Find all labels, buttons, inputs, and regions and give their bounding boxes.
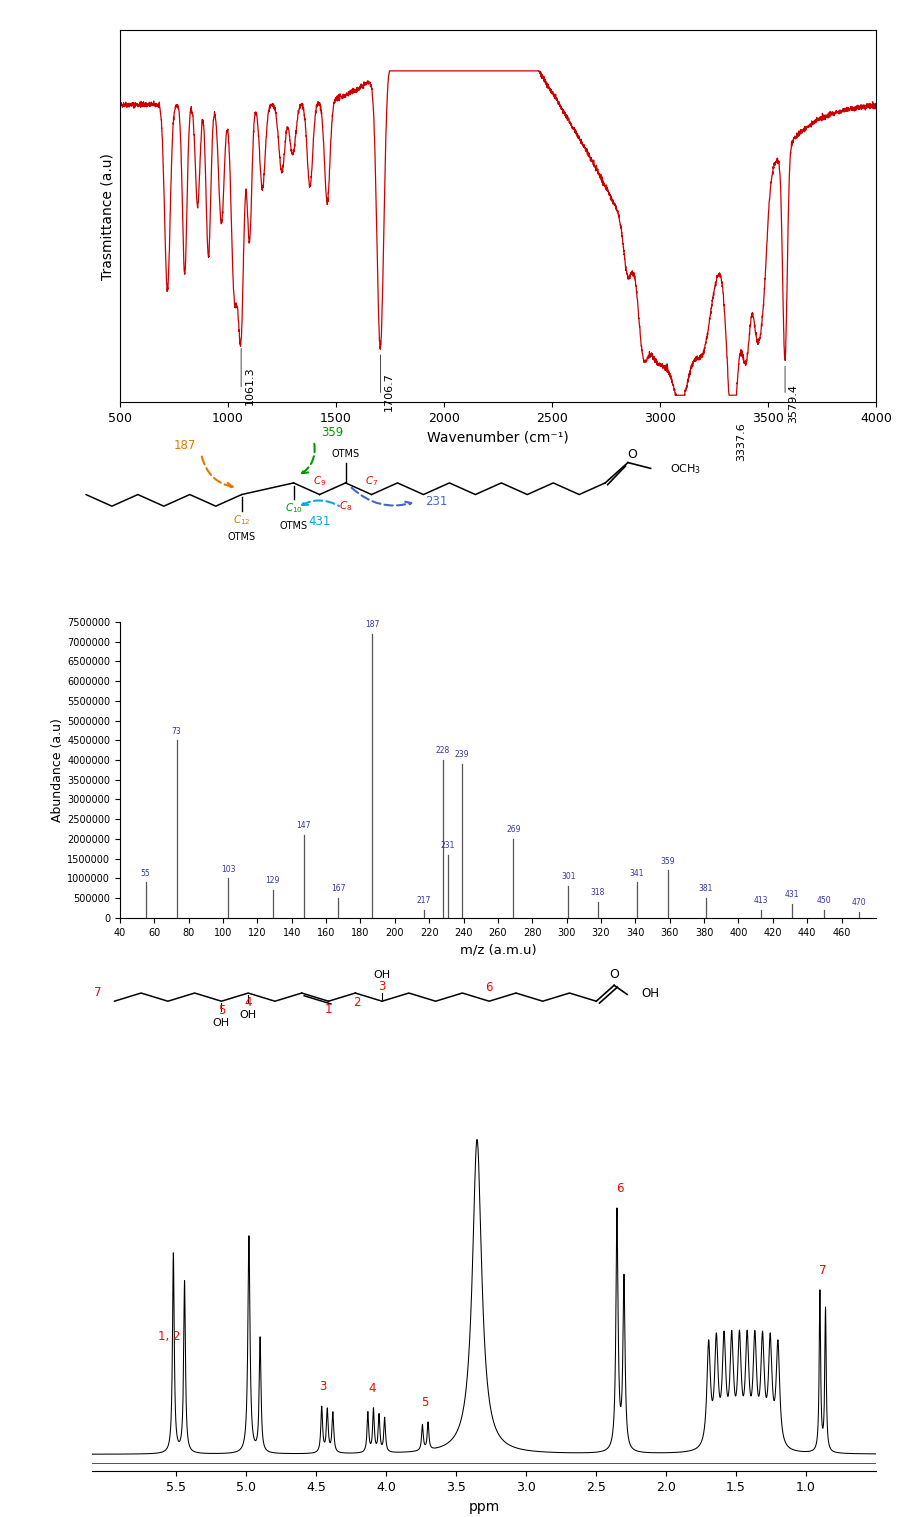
Text: $C_{10}$: $C_{10}$ (285, 502, 302, 516)
Text: 3337.6: 3337.6 (736, 422, 746, 461)
Text: 7: 7 (819, 1264, 826, 1277)
Text: 2: 2 (353, 995, 361, 1009)
Text: 3579.4: 3579.4 (788, 384, 798, 423)
Text: OH: OH (213, 1018, 230, 1029)
Text: 269: 269 (506, 825, 521, 834)
Text: 217: 217 (417, 897, 431, 906)
Text: 470: 470 (851, 898, 866, 907)
Text: 7: 7 (94, 986, 101, 998)
Text: 187: 187 (173, 440, 196, 452)
Text: 359: 359 (661, 857, 675, 866)
Text: 301: 301 (561, 872, 575, 881)
Text: 359: 359 (322, 426, 344, 440)
Text: 239: 239 (455, 751, 469, 758)
Text: 4: 4 (244, 995, 252, 1009)
Text: 55: 55 (141, 869, 150, 877)
Y-axis label: Trasmittance (a.u): Trasmittance (a.u) (100, 153, 114, 279)
X-axis label: Wavenumber (cm⁻¹): Wavenumber (cm⁻¹) (427, 431, 569, 444)
Text: 3: 3 (378, 980, 385, 992)
Text: 5: 5 (218, 1004, 225, 1016)
Text: OH: OH (641, 986, 659, 1000)
Text: 6: 6 (485, 981, 493, 994)
Text: 318: 318 (590, 889, 605, 897)
Text: 187: 187 (365, 620, 380, 630)
Text: $C_9$: $C_9$ (313, 473, 326, 487)
Text: OTMS: OTMS (279, 520, 308, 531)
Text: 341: 341 (630, 869, 644, 877)
Text: 431: 431 (309, 514, 331, 528)
Text: 103: 103 (221, 865, 235, 874)
Text: 147: 147 (297, 821, 311, 830)
Y-axis label: Abundance (a.u): Abundance (a.u) (52, 718, 65, 822)
Text: O: O (627, 448, 637, 461)
Text: 381: 381 (699, 884, 713, 894)
Text: 431: 431 (785, 890, 799, 900)
Text: 1, 2: 1, 2 (158, 1330, 181, 1343)
Text: 4: 4 (369, 1382, 376, 1396)
Text: 73: 73 (171, 727, 182, 736)
Text: 231: 231 (425, 495, 447, 508)
Text: 228: 228 (436, 746, 450, 755)
Text: 129: 129 (266, 877, 280, 886)
Text: 3: 3 (319, 1380, 326, 1394)
Text: $C_7$: $C_7$ (365, 473, 378, 487)
Text: OCH$_3$: OCH$_3$ (670, 463, 702, 476)
Text: 1706.7: 1706.7 (384, 372, 394, 411)
Text: 450: 450 (817, 897, 832, 906)
Text: 1061.3: 1061.3 (244, 366, 254, 405)
Text: O: O (609, 968, 619, 981)
X-axis label: m/z (a.m.u): m/z (a.m.u) (459, 944, 537, 956)
Text: 6: 6 (616, 1182, 623, 1195)
Text: OTMS: OTMS (332, 449, 360, 458)
Text: 231: 231 (441, 840, 455, 850)
Text: $C_{12}$: $C_{12}$ (233, 513, 251, 526)
X-axis label: ppm: ppm (468, 1500, 500, 1514)
Text: OH: OH (240, 1010, 256, 1019)
Text: 413: 413 (753, 897, 768, 906)
Text: OH: OH (373, 971, 391, 980)
Text: OTMS: OTMS (228, 532, 255, 543)
Text: 167: 167 (331, 884, 346, 894)
Text: 1: 1 (325, 1003, 332, 1016)
Text: 5: 5 (421, 1396, 429, 1409)
Text: $C_8$: $C_8$ (339, 499, 352, 513)
